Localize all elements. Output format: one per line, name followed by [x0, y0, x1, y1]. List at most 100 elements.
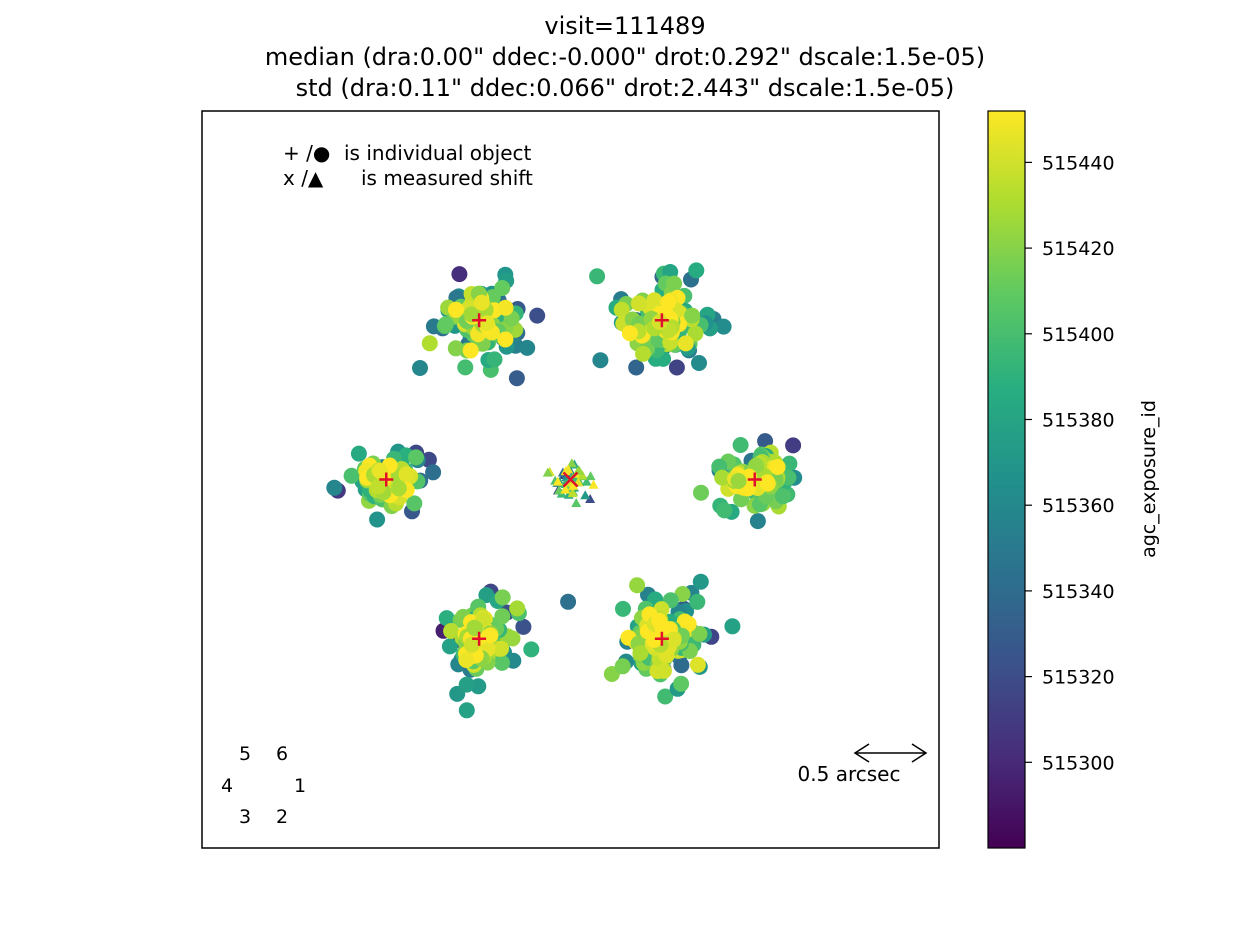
- object-point: [665, 631, 682, 648]
- object-point: [660, 294, 677, 311]
- object-point: [438, 610, 455, 627]
- object-point: [494, 654, 510, 671]
- object-point: [691, 625, 708, 642]
- object-point: [724, 618, 741, 635]
- object-point: [677, 335, 694, 352]
- object-point: [467, 620, 484, 637]
- object-point: [632, 645, 649, 661]
- object-point: [732, 437, 749, 453]
- object-point: [589, 268, 606, 285]
- object-point: [693, 484, 709, 501]
- object-point: [691, 355, 707, 371]
- legend-entry: is individual object: [344, 141, 532, 165]
- object-point: [390, 480, 407, 497]
- colorbar-tick-label: 515380: [1042, 410, 1115, 432]
- object-point: [689, 656, 706, 673]
- shift-point: [588, 479, 599, 489]
- colorbar: 515300 515320 515340 515360 515380 515400 5154…: [987, 110, 1160, 849]
- object-center-marker: [379, 472, 394, 487]
- object-point: [463, 636, 480, 653]
- shift-point: [568, 480, 579, 490]
- object-point: [615, 600, 631, 617]
- object-point: [406, 495, 423, 512]
- object-point: [343, 467, 360, 484]
- object-point: [646, 631, 663, 648]
- object-point: [688, 262, 705, 279]
- object-point: [421, 335, 438, 352]
- object-point: [372, 462, 388, 479]
- object-point: [655, 662, 672, 679]
- scale-bar-arrowhead-left: [853, 743, 870, 763]
- object-point: [657, 688, 674, 705]
- object-point: [457, 359, 474, 376]
- camera-number-1: 1: [294, 775, 306, 797]
- object-point: [458, 702, 475, 719]
- object-point: [629, 577, 646, 594]
- camera-number-2: 2: [276, 806, 288, 828]
- object-point: [714, 469, 731, 486]
- object-point: [493, 640, 510, 657]
- object-point: [463, 306, 480, 323]
- title-line: visit=111489: [544, 12, 705, 40]
- colorbar-tick-label: 515360: [1042, 495, 1115, 517]
- camera-number-3: 3: [239, 806, 251, 828]
- object-point: [759, 475, 776, 492]
- shift-point: [566, 458, 577, 468]
- object-point: [692, 573, 709, 590]
- object-center-marker: [654, 313, 669, 328]
- object-point: [689, 593, 706, 610]
- object-point: [398, 466, 415, 483]
- object-point: [497, 299, 514, 316]
- object-point: [494, 280, 511, 296]
- object-point: [730, 473, 747, 489]
- object-point: [482, 627, 499, 644]
- object-point: [592, 352, 609, 369]
- scatter-layer: [326, 262, 803, 719]
- object-point: [668, 359, 685, 376]
- colorbar-tick-label: 515440: [1042, 152, 1115, 174]
- object-point: [509, 600, 526, 617]
- object-point: [651, 612, 668, 629]
- object-point: [486, 351, 503, 368]
- object-point: [497, 331, 514, 348]
- object-point: [687, 325, 704, 342]
- object-point: [369, 511, 386, 528]
- shift-point: [567, 488, 578, 498]
- colorbar-tick-label: 515320: [1042, 667, 1115, 689]
- shift-point: [585, 471, 596, 481]
- object-point: [412, 360, 428, 376]
- object-point: [515, 618, 532, 635]
- legend-symbols: + /●: [283, 141, 330, 165]
- object-point: [519, 339, 536, 356]
- object-point: [680, 616, 697, 632]
- object-center-marker: [747, 472, 762, 487]
- colorbar-gradient: [987, 110, 1026, 849]
- object-point: [621, 325, 638, 342]
- object-point: [458, 676, 475, 693]
- camera-number-6: 6: [276, 743, 288, 765]
- plot-area: + /● is individual object x /▲ is measur…: [201, 110, 940, 849]
- object-point: [716, 502, 733, 519]
- object-point: [674, 586, 691, 602]
- scale-bar: 0.5 arcsec: [798, 743, 928, 786]
- object-point: [630, 295, 647, 312]
- object-point: [462, 342, 479, 359]
- colorbar-tick-label: 515300: [1042, 752, 1115, 774]
- shift-point: [571, 498, 582, 508]
- object-point: [508, 370, 525, 387]
- object-point: [673, 675, 690, 692]
- object-point: [370, 478, 387, 495]
- object-point: [350, 445, 367, 462]
- shift-center-marker: [562, 471, 579, 488]
- object-point: [504, 630, 521, 647]
- scale-bar-arrowhead-right: [911, 743, 928, 763]
- shift-point: [581, 476, 592, 486]
- shift-point: [585, 493, 596, 503]
- object-point: [451, 266, 468, 283]
- object-point: [473, 294, 490, 311]
- object-center-marker: [654, 631, 669, 646]
- object-point: [715, 318, 732, 335]
- shift-point: [580, 490, 591, 500]
- legend: + /● is individual object x /▲ is measur…: [283, 141, 533, 190]
